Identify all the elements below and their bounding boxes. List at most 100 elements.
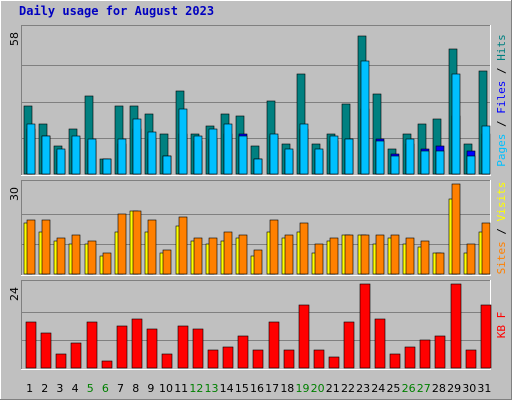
legend-entry: Files [495, 81, 508, 121]
bar-kb-f-3 [55, 353, 67, 369]
bar-sites-11 [178, 216, 188, 275]
bar-kb-f-19 [298, 304, 310, 369]
bar-sites-6 [102, 252, 112, 275]
bar-kb-f-25 [389, 353, 401, 369]
bar-kb-f-8 [131, 318, 143, 369]
hits-panel: 58 Pages / Files / Hits [8, 25, 508, 176]
day-label-28: 28 [432, 382, 446, 395]
day-label-10: 10 [159, 382, 173, 395]
bar-sites-19 [299, 222, 309, 275]
day-label-25: 25 [386, 382, 400, 395]
bar-pages-3 [56, 148, 66, 175]
bar-pages-28 [435, 150, 445, 175]
bar-sites-29 [451, 183, 461, 275]
bar-sites-5 [87, 240, 97, 275]
bar-pages-19 [299, 123, 309, 175]
bar-pages-10 [162, 155, 172, 175]
day-label-7: 7 [117, 382, 124, 395]
bar-kb-f-9 [146, 328, 158, 369]
bar-kb-f-10 [161, 353, 173, 369]
bar-pages-18 [284, 148, 294, 175]
bar-pages-31 [481, 125, 491, 175]
bar-sites-21 [329, 237, 339, 275]
bar-sites-16 [253, 249, 263, 275]
bar-sites-15 [238, 234, 248, 275]
legend-entry: / [495, 228, 508, 241]
bar-sites-9 [147, 219, 157, 275]
chart-title: Daily usage for August 2023 [19, 4, 214, 18]
bar-pages-27 [420, 150, 430, 175]
legend-entry: Sites [495, 241, 508, 274]
bar-kb-f-31 [480, 304, 492, 369]
bar-pages-29 [451, 73, 461, 175]
day-labels: 1 2 3 4 5 6 7 8 9 10 11 12 13 14 15 16 17 18 19 20 21 22 23 24 2… [26, 382, 491, 395]
legend-visits-panel: Sites / Visits [495, 182, 508, 275]
bar-sites-28 [435, 252, 445, 275]
bar-sites-27 [420, 240, 430, 275]
bar-pages-5 [87, 138, 97, 175]
bar-pages-30 [466, 155, 476, 175]
bar-kb-f-26 [404, 346, 416, 369]
day-label-15: 15 [235, 382, 249, 395]
visits-panel: 30 Sites / Visits [8, 180, 508, 276]
bar-pages-15 [238, 135, 248, 175]
day-label-27: 27 [417, 382, 431, 395]
legend-kbytes-panel: KB F [495, 312, 508, 339]
bar-pages-21 [329, 135, 339, 175]
bar-pages-14 [223, 123, 233, 175]
bar-kb-f-11 [177, 325, 189, 369]
bar-pages-24 [375, 140, 385, 175]
day-label-21: 21 [326, 382, 340, 395]
legend-entry: Pages [495, 134, 508, 167]
bar-kb-f-29 [450, 283, 462, 369]
day-label-14: 14 [220, 382, 234, 395]
day-label-30: 30 [462, 382, 476, 395]
day-label-20: 20 [311, 382, 325, 395]
bar-kb-f-15 [237, 335, 249, 369]
day-label-19: 19 [295, 382, 309, 395]
legend-entry: KB F [495, 312, 508, 339]
bar-sites-31 [481, 222, 491, 275]
bar-sites-17 [269, 219, 279, 275]
legend-hits-panel: Pages / Files / Hits [495, 34, 508, 167]
bar-kb-f-22 [343, 321, 355, 369]
y-max-label: 30 [8, 187, 21, 201]
day-label-6: 6 [102, 382, 109, 395]
day-label-11: 11 [174, 382, 188, 395]
bar-sites-24 [375, 234, 385, 275]
bar-sites-18 [284, 234, 294, 275]
bar-pages-20 [314, 148, 324, 175]
bar-sites-13 [208, 237, 218, 275]
day-label-13: 13 [205, 382, 219, 395]
bar-sites-3 [56, 237, 66, 275]
bar-kb-f-5 [86, 321, 98, 369]
day-label-26: 26 [402, 382, 416, 395]
day-label-5: 5 [87, 382, 94, 395]
bar-kb-f-24 [374, 318, 386, 369]
day-label-8: 8 [132, 382, 139, 395]
day-label-4: 4 [72, 382, 79, 395]
day-label-29: 29 [447, 382, 461, 395]
day-label-3: 3 [56, 382, 63, 395]
kbytes-panel: 24 KB F [8, 280, 508, 370]
bar-sites-23 [360, 234, 370, 275]
bar-sites-10 [162, 249, 172, 275]
bar-sites-20 [314, 243, 324, 275]
bar-kb-f-20 [313, 349, 325, 369]
bar-pages-13 [208, 128, 218, 175]
bar-pages-26 [405, 138, 415, 175]
bar-sites-12 [193, 237, 203, 275]
bar-pages-23 [360, 60, 370, 175]
bar-kb-f-14 [222, 346, 234, 369]
bar-kb-f-12 [192, 328, 204, 369]
bar-kb-f-6 [101, 360, 113, 369]
day-label-17: 17 [265, 382, 279, 395]
y-max-label: 24 [8, 287, 21, 301]
bar-pages-17 [269, 133, 279, 175]
bar-kb-f-1 [25, 321, 37, 369]
legend-entry: / [495, 67, 508, 80]
legend-entry: / [495, 120, 508, 133]
bar-pages-9 [147, 131, 157, 175]
bar-sites-30 [466, 243, 476, 275]
